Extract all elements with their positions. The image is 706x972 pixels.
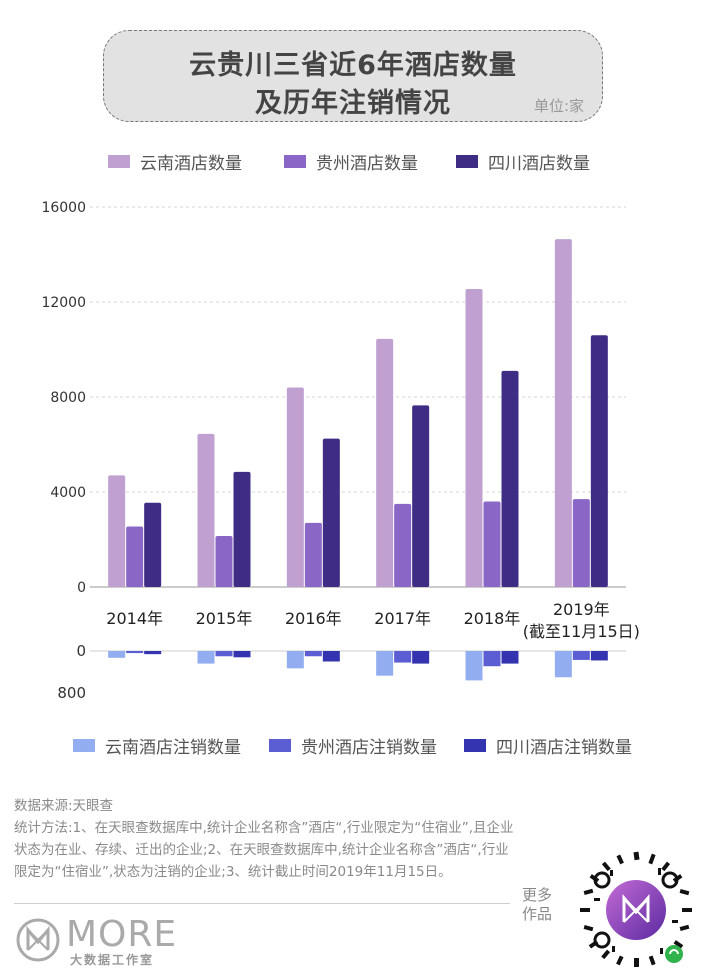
bar-四川酒店数量 (322, 438, 340, 587)
bar-贵州酒店注销数量 (215, 651, 233, 657)
bar-四川酒店注销数量 (590, 651, 608, 661)
legend-item-guizhou-cancel: 贵州酒店注销数量 (269, 733, 437, 758)
legend-swatch (269, 739, 291, 752)
source-notes: 数据来源:天眼查 统计方法:1、在天眼查数据库中,统计企业名称含”酒店“,行业限… (14, 795, 514, 883)
bar-四川酒店数量 (412, 405, 430, 587)
logo-subtitle: 大数据工作室 (70, 953, 155, 967)
chart-subtitle: 及历年注销情况 (255, 88, 451, 119)
bar-四川酒店数量 (501, 370, 519, 587)
bar-四川酒店注销数量 (322, 651, 340, 662)
bar-云南酒店数量 (465, 288, 483, 587)
legend-swatch (284, 155, 306, 168)
y-tick-label: 800 (57, 684, 86, 702)
x-tick-label: 2015年 (196, 609, 253, 628)
bar-云南酒店数量 (286, 387, 304, 587)
y-tick-label: 0 (77, 580, 86, 596)
bar-四川酒店数量 (233, 471, 251, 587)
chart-title: 云贵川三省近6年酒店数量 (189, 50, 517, 81)
more-works-label[interactable]: 更多作品 (522, 886, 553, 923)
unit-label: 单位:家 (533, 97, 584, 115)
data-source: 数据来源:天眼查 (14, 798, 114, 814)
legend-label: 云南酒店注销数量 (105, 738, 241, 758)
y-tick-label: 0 (76, 642, 86, 660)
x-tick-note: (截至11月15日) (523, 622, 640, 641)
bar-贵州酒店数量 (215, 535, 233, 587)
bar-贵州酒店数量 (126, 526, 144, 587)
bar-云南酒店注销数量 (286, 651, 304, 669)
bar-贵州酒店注销数量 (126, 651, 144, 654)
method-note: 统计方法:1、在天眼查数据库中,统计企业名称含”酒店“,行业限定为“住宿业”,且… (14, 820, 514, 880)
legend-item-guizhou: 贵州酒店数量 (284, 149, 418, 174)
legend-label: 云南酒店数量 (140, 154, 242, 174)
bar-四川酒店注销数量 (144, 651, 162, 655)
bar-四川酒店数量 (144, 502, 162, 587)
legend-item-sichuan: 四川酒店数量 (456, 149, 590, 174)
bar-贵州酒店数量 (304, 522, 322, 587)
legend-item-yunnan-cancel: 云南酒店注销数量 (73, 733, 241, 758)
bar-四川酒店注销数量 (233, 651, 251, 658)
bar-四川酒店注销数量 (412, 651, 430, 664)
bar-贵州酒店数量 (394, 503, 412, 587)
logo-text: MORE (66, 914, 178, 955)
x-tick-label: 2019年 (553, 600, 610, 619)
legend-label: 四川酒店数量 (488, 154, 590, 174)
legend-label: 贵州酒店注销数量 (301, 738, 437, 758)
x-tick-label: 2018年 (464, 609, 521, 628)
bar-云南酒店数量 (197, 433, 215, 587)
bar-云南酒店注销数量 (554, 651, 572, 678)
bar-贵州酒店数量 (572, 499, 590, 587)
legend-swatch (73, 739, 95, 752)
bar-云南酒店注销数量 (108, 651, 126, 658)
y-tick-label: 16000 (41, 200, 86, 216)
legend-label: 贵州酒店数量 (316, 154, 418, 174)
bar-云南酒店数量 (108, 475, 126, 587)
x-tick-label: 2014年 (106, 609, 163, 628)
bar-贵州酒店注销数量 (394, 651, 412, 663)
bar-贵州酒店注销数量 (483, 651, 501, 667)
legend-item-sichuan-cancel: 四川酒店注销数量 (464, 733, 632, 758)
legend-item-yunnan: 云南酒店数量 (108, 149, 242, 174)
mini-program-qr-code[interactable] (574, 850, 698, 970)
x-tick-label: 2016年 (285, 609, 342, 628)
legend-bottom: 云南酒店注销数量 贵州酒店注销数量 四川酒店注销数量 (0, 733, 706, 758)
x-tick-label: 2017年 (374, 609, 431, 628)
y-tick-label: 4000 (50, 485, 86, 501)
bar-贵州酒店注销数量 (572, 651, 590, 660)
title-box: 云贵川三省近6年酒店数量 及历年注销情况 单位:家 (103, 30, 603, 122)
y-tick-label: 8000 (50, 390, 86, 406)
bar-四川酒店数量 (590, 335, 608, 587)
legend-top: 云南酒店数量 贵州酒店数量 四川酒店数量 (0, 149, 706, 174)
more-logo: MORE 大数据工作室 (16, 914, 186, 967)
legend-swatch (456, 155, 478, 168)
bar-云南酒店注销数量 (376, 651, 394, 676)
legend-swatch (108, 155, 130, 168)
bar-四川酒店注销数量 (501, 651, 519, 664)
bar-云南酒店注销数量 (465, 651, 483, 681)
y-tick-label: 12000 (41, 295, 86, 311)
bar-贵州酒店数量 (483, 501, 501, 587)
bar-云南酒店数量 (554, 239, 572, 587)
bar-贵州酒店注销数量 (304, 651, 322, 657)
bar-云南酒店数量 (376, 338, 394, 587)
legend-label: 四川酒店注销数量 (496, 738, 632, 758)
logo-icon (16, 918, 60, 962)
legend-swatch (464, 739, 486, 752)
divider (14, 903, 510, 904)
bar-云南酒店注销数量 (197, 651, 215, 664)
